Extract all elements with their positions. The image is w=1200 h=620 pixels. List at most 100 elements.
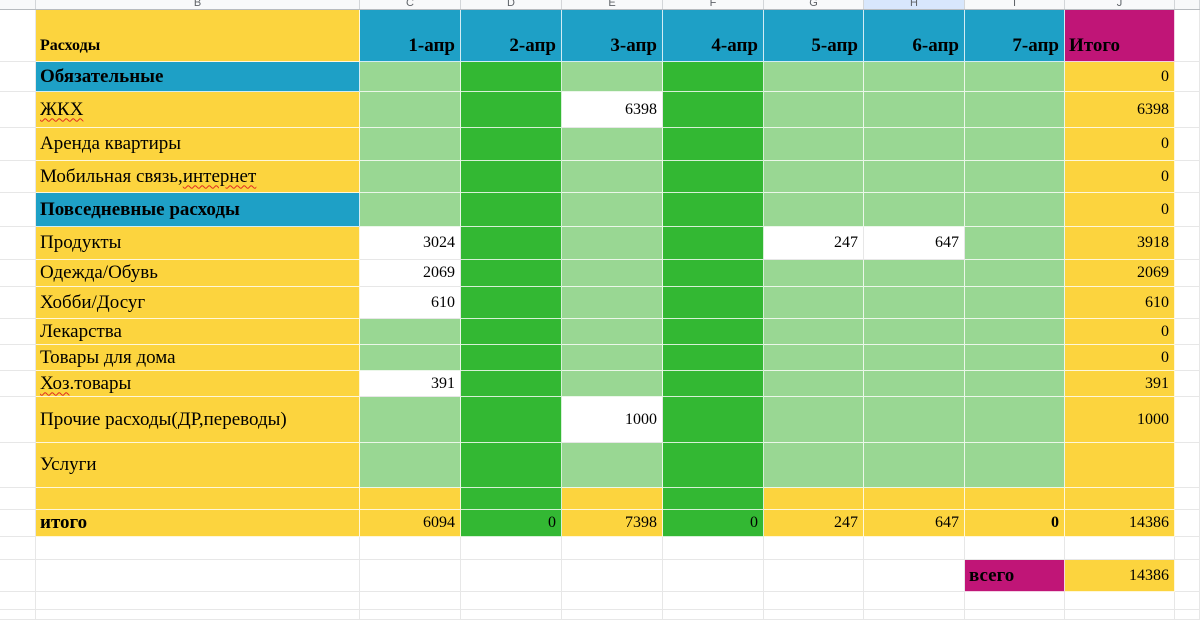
cell-services-2apr[interactable]: [461, 443, 562, 488]
cell-mobile-internet-6apr[interactable]: [864, 161, 965, 193]
cell-spacer-1apr[interactable]: [360, 488, 461, 510]
cell-other-expenses-4apr[interactable]: [663, 397, 764, 443]
cell-itogo-2apr[interactable]: 0: [461, 510, 562, 537]
column-header-J[interactable]: J: [1065, 0, 1175, 9]
cell-home-goods-4apr[interactable]: [663, 345, 764, 371]
cell-hobby-leisure-1apr[interactable]: 610: [360, 287, 461, 319]
cell-a-daily-section[interactable]: [0, 193, 36, 227]
cell-mobile-internet-2apr[interactable]: [461, 161, 562, 193]
cell-blank-h-3[interactable]: [864, 610, 965, 620]
cell-blank-d-2[interactable]: [461, 592, 562, 610]
cell-blank-i-2[interactable]: [965, 592, 1065, 610]
cell-clothes-shoes-6apr[interactable]: [864, 260, 965, 287]
cell-itogo-1apr[interactable]: 6094: [360, 510, 461, 537]
row-hobby-leisure-label[interactable]: Хобби/Досуг: [36, 287, 360, 319]
cell-hobby-leisure-6apr[interactable]: [864, 287, 965, 319]
row-clothes-shoes-label[interactable]: Одежда/Обувь: [36, 260, 360, 287]
cell-blank-h-1[interactable]: [864, 560, 965, 592]
cell-daily-section-total[interactable]: 0: [1065, 193, 1175, 227]
cell-hobby-leisure-2apr[interactable]: [461, 287, 562, 319]
cell-spacer-6apr[interactable]: [864, 488, 965, 510]
cell-k-clothes-shoes[interactable]: [1175, 260, 1200, 287]
cell-blank-b-1[interactable]: [36, 560, 360, 592]
row-other-expenses-label[interactable]: Прочие расходы(ДР,переводы): [36, 397, 360, 443]
cell-clothes-shoes-1apr[interactable]: 2069: [360, 260, 461, 287]
row-spacer-label[interactable]: [36, 488, 360, 510]
row-medicine-label[interactable]: Лекарства: [36, 319, 360, 345]
column-header-I[interactable]: I: [965, 0, 1065, 9]
cell-other-expenses-total[interactable]: 1000: [1065, 397, 1175, 443]
cell-blank-e-1[interactable]: [562, 560, 663, 592]
cell-blank-j-0[interactable]: [1065, 537, 1175, 560]
cell-blank-c-3[interactable]: [360, 610, 461, 620]
cell-blank-g-3[interactable]: [764, 610, 864, 620]
cell-zhkh-1apr[interactable]: [360, 92, 461, 128]
cell-daily-section-2apr[interactable]: [461, 193, 562, 227]
cell-services-3apr[interactable]: [562, 443, 663, 488]
cell-hobby-leisure-3apr[interactable]: [562, 287, 663, 319]
cell-mobile-internet-1apr[interactable]: [360, 161, 461, 193]
cell-blank-c-0[interactable]: [360, 537, 461, 560]
cell-daily-section-6apr[interactable]: [864, 193, 965, 227]
cell-clothes-shoes-4apr[interactable]: [663, 260, 764, 287]
cell-a-other-expenses[interactable]: [0, 397, 36, 443]
cell-itogo-3apr[interactable]: 7398: [562, 510, 663, 537]
cell-a-header[interactable]: [0, 10, 36, 62]
cell-spacer-5apr[interactable]: [764, 488, 864, 510]
cell-products-5apr[interactable]: 247: [764, 227, 864, 260]
cell-spacer-2apr[interactable]: [461, 488, 562, 510]
cell-blank-k-0[interactable]: [1175, 537, 1200, 560]
cell-k-rent[interactable]: [1175, 128, 1200, 161]
cell-medicine-5apr[interactable]: [764, 319, 864, 345]
cell-obligatory-section-7apr[interactable]: [965, 62, 1065, 92]
cell-k-other-expenses[interactable]: [1175, 397, 1200, 443]
cell-services-4apr[interactable]: [663, 443, 764, 488]
cell-rent-3apr[interactable]: [562, 128, 663, 161]
cell-household-goods-2apr[interactable]: [461, 371, 562, 397]
column-header-D[interactable]: D: [461, 0, 562, 9]
cell-mobile-internet-7apr[interactable]: [965, 161, 1065, 193]
cell-services-1apr[interactable]: [360, 443, 461, 488]
cell-rent-4apr[interactable]: [663, 128, 764, 161]
cell-a-obligatory-section[interactable]: [0, 62, 36, 92]
cell-other-expenses-1apr[interactable]: [360, 397, 461, 443]
row-rent-label[interactable]: Аренда квартиры: [36, 128, 360, 161]
cell-blank-d-3[interactable]: [461, 610, 562, 620]
cell-obligatory-section-2apr[interactable]: [461, 62, 562, 92]
date-header-2apr[interactable]: 2-апр: [461, 10, 562, 62]
cell-zhkh-total[interactable]: 6398: [1065, 92, 1175, 128]
cell-daily-section-7apr[interactable]: [965, 193, 1065, 227]
cell-itogo-6apr[interactable]: 647: [864, 510, 965, 537]
cell-rent-6apr[interactable]: [864, 128, 965, 161]
cell-itogo-total[interactable]: 14386: [1065, 510, 1175, 537]
cell-blank-a-0[interactable]: [0, 537, 36, 560]
cell-blank-g-0[interactable]: [764, 537, 864, 560]
cell-obligatory-section-5apr[interactable]: [764, 62, 864, 92]
cell-hobby-leisure-total[interactable]: 610: [1065, 287, 1175, 319]
cell-blank-e-2[interactable]: [562, 592, 663, 610]
cell-medicine-total[interactable]: 0: [1065, 319, 1175, 345]
cell-rent-5apr[interactable]: [764, 128, 864, 161]
column-header-B[interactable]: B: [36, 0, 360, 9]
cell-medicine-6apr[interactable]: [864, 319, 965, 345]
cell-k-home-goods[interactable]: [1175, 345, 1200, 371]
cell-household-goods-total[interactable]: 391: [1065, 371, 1175, 397]
cell-medicine-7apr[interactable]: [965, 319, 1065, 345]
cell-daily-section-4apr[interactable]: [663, 193, 764, 227]
cell-household-goods-7apr[interactable]: [965, 371, 1065, 397]
cell-home-goods-7apr[interactable]: [965, 345, 1065, 371]
cell-a-zhkh[interactable]: [0, 92, 36, 128]
cell-clothes-shoes-7apr[interactable]: [965, 260, 1065, 287]
cell-k-header[interactable]: [1175, 10, 1200, 62]
cell-blank-b-3[interactable]: [36, 610, 360, 620]
cell-a-spacer[interactable]: [0, 488, 36, 510]
column-header-C[interactable]: C: [360, 0, 461, 9]
cell-a-mobile-internet[interactable]: [0, 161, 36, 193]
row-zhkh-label[interactable]: ЖКХ: [36, 92, 360, 128]
cell-k-itogo[interactable]: [1175, 510, 1200, 537]
cell-blank-b-0[interactable]: [36, 537, 360, 560]
cell-blank-a-2[interactable]: [0, 592, 36, 610]
cell-mobile-internet-5apr[interactable]: [764, 161, 864, 193]
cell-medicine-2apr[interactable]: [461, 319, 562, 345]
cell-zhkh-5apr[interactable]: [764, 92, 864, 128]
